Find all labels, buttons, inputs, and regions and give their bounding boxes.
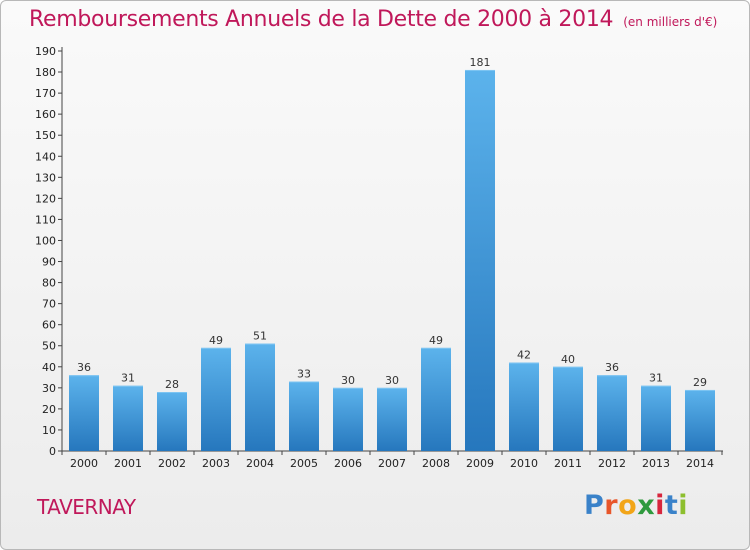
y-tick-label: 170 <box>35 87 56 100</box>
x-tick-label: 2009 <box>466 457 494 470</box>
y-tick-label: 40 <box>42 361 56 374</box>
y-tick-label: 90 <box>42 256 56 269</box>
bar <box>333 387 363 451</box>
bar <box>597 375 627 451</box>
bar <box>465 69 495 452</box>
bar <box>553 366 583 451</box>
x-tick-label: 2010 <box>510 457 538 470</box>
logo-letter: r <box>604 490 619 521</box>
y-tick-label: 80 <box>42 277 56 290</box>
data-label: 49 <box>429 334 443 347</box>
y-tick-label: 60 <box>42 319 56 332</box>
x-tick-label: 2004 <box>246 457 274 470</box>
chart-title-text: Remboursements Annuels de la Dette de 20… <box>29 7 614 32</box>
y-tick-label: 180 <box>35 66 56 79</box>
y-tick-label: 140 <box>35 150 56 163</box>
x-tick-label: 2000 <box>70 457 98 470</box>
y-tick-label: 20 <box>42 403 56 416</box>
bar <box>641 385 671 451</box>
labels: 2000 36 2001 31 2002 28 2003 49 2004 51 2005 33 2006… <box>70 56 714 470</box>
logo-letter: o <box>618 490 638 521</box>
commune-name: TAVERNAY <box>37 495 136 519</box>
data-label: 36 <box>77 361 91 374</box>
y-tick-label: 70 <box>42 298 56 311</box>
bars <box>69 69 715 452</box>
chart-subtitle: (en milliers d'€) <box>623 15 718 29</box>
y-tick-label: 0 <box>49 445 56 458</box>
data-label: 29 <box>693 376 707 389</box>
data-label: 49 <box>209 334 223 347</box>
data-label: 40 <box>561 353 575 366</box>
bar <box>509 362 539 451</box>
y-tick-label: 160 <box>35 108 56 121</box>
logo-letter: i <box>655 490 665 521</box>
data-label: 181 <box>470 56 491 69</box>
data-label: 28 <box>165 378 179 391</box>
x-tick-label: 2007 <box>378 457 406 470</box>
data-label: 30 <box>341 374 355 387</box>
logo-letter: P <box>584 490 605 521</box>
x-tick-label: 2003 <box>202 457 230 470</box>
bar <box>421 347 451 451</box>
y-tick-label: 50 <box>42 340 56 353</box>
y-tick-label: 100 <box>35 234 56 247</box>
proxiti-logo: Proxiti <box>584 490 688 521</box>
bar <box>157 392 187 451</box>
y-tick-label: 110 <box>35 213 56 226</box>
y-tick-label: 130 <box>35 171 56 184</box>
logo-letter: t <box>664 490 679 521</box>
bar <box>245 343 275 451</box>
x-tick-label: 2006 <box>334 457 362 470</box>
y-tick-label: 150 <box>35 129 56 142</box>
data-label: 33 <box>297 368 311 381</box>
chart-title: Remboursements Annuels de la Dette de 20… <box>29 7 717 32</box>
bar <box>201 347 231 451</box>
x-tick-label: 2012 <box>598 457 626 470</box>
data-label: 30 <box>385 374 399 387</box>
data-label: 31 <box>121 372 135 385</box>
bar <box>377 387 407 451</box>
y-tick-label: 190 <box>35 45 56 58</box>
data-label: 51 <box>253 330 267 343</box>
y-tick-label: 10 <box>42 424 56 437</box>
data-label: 31 <box>649 372 663 385</box>
x-tick-label: 2005 <box>290 457 318 470</box>
x-tick-label: 2013 <box>642 457 670 470</box>
bar <box>289 381 319 451</box>
data-label: 36 <box>605 361 619 374</box>
logo-letter: i <box>678 490 689 521</box>
x-tick-label: 2008 <box>422 457 450 470</box>
y-tick-label: 120 <box>35 192 56 205</box>
x-tick-label: 2014 <box>686 457 714 470</box>
x-tick-label: 2002 <box>158 457 186 470</box>
x-tick-label: 2001 <box>114 457 142 470</box>
data-label: 42 <box>517 349 531 362</box>
bar <box>685 389 715 451</box>
logo-letter: x <box>637 490 656 521</box>
y-tick-label: 30 <box>42 382 56 395</box>
bar <box>69 375 99 451</box>
bar <box>113 385 143 451</box>
axes: 0 10 20 30 40 50 60 70 80 90 100 110 120 130 140 150 160… <box>35 45 723 458</box>
x-tick-label: 2011 <box>554 457 582 470</box>
